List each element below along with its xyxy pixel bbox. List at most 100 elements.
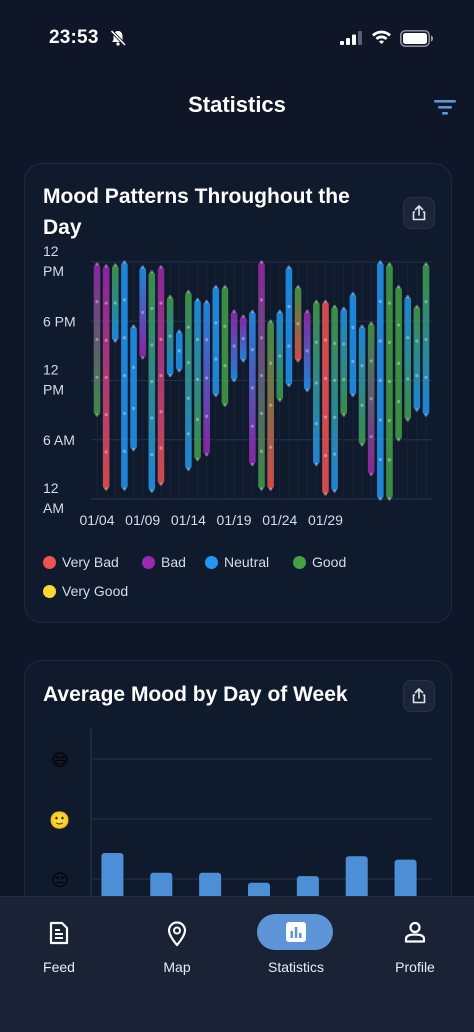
mood-entry-point — [195, 417, 200, 422]
y-tick-label: AM — [43, 500, 64, 516]
mood-entry-point — [177, 349, 181, 353]
nav-label-profile: Profile — [395, 959, 435, 975]
mood-entry-point — [305, 388, 309, 392]
legend-label: Very Bad — [62, 554, 119, 570]
mood-patterns-chart: 12 PM 6 PM 12 PM 6 AM 12 AM 01/04 01/09 01/14 01/19… — [43, 243, 432, 528]
mood-entry-point — [314, 381, 318, 385]
mood-entry-point — [232, 309, 236, 313]
mood-entry-point — [95, 262, 99, 266]
mood-entry-point — [406, 377, 410, 381]
nav-label-statistics: Statistics — [267, 959, 324, 975]
average-mood-share-button[interactable] — [403, 680, 435, 712]
mood-day-bar — [239, 316, 247, 361]
mood-entry-point — [287, 344, 291, 348]
mood-entry-point — [259, 298, 264, 302]
mood-entry-point — [214, 393, 218, 397]
nav-item-profile[interactable]: Profile — [356, 897, 474, 987]
mood-entry-point — [396, 438, 401, 442]
mood-entry-point — [250, 462, 254, 467]
mood-day-bar — [340, 308, 348, 416]
mood-day-bar — [377, 262, 384, 499]
mood-patterns-share-button[interactable] — [403, 197, 435, 229]
mood-entry-point — [177, 369, 181, 373]
mood-entry-point — [406, 294, 410, 299]
mood-entry-point — [95, 375, 99, 379]
mood-day-bar — [230, 311, 238, 381]
mood-entry-point — [259, 487, 264, 491]
mood-entry-point — [186, 467, 190, 471]
mood-entry-point — [195, 337, 200, 342]
mood-entry-point — [287, 304, 291, 309]
mood-entry-point — [223, 285, 227, 289]
mood-entry-point — [360, 324, 364, 328]
mood-entry-point — [195, 377, 200, 382]
mood-day-bar — [294, 286, 302, 361]
mood-entry-point — [323, 492, 328, 496]
mood-day-bar — [157, 266, 165, 485]
filter-button[interactable] — [430, 94, 460, 120]
mood-entry-point — [287, 265, 291, 269]
nav-item-map[interactable]: Map — [118, 897, 236, 987]
cellular-signal-icon — [340, 31, 362, 45]
mood-entry-point — [250, 386, 254, 390]
mood-entry-point — [424, 413, 428, 417]
mood-day-bar — [148, 271, 156, 492]
mood-day-bar — [349, 293, 357, 396]
mood-patterns-card: Mood Patterns Throughout the Day 12 PM 6 P… — [24, 163, 452, 623]
mood-entry-point — [250, 309, 254, 313]
mood-entry-point — [342, 306, 346, 311]
mood-entry-point — [131, 324, 136, 328]
mood-entry-point — [122, 260, 127, 264]
legend-item-good: Good — [293, 554, 346, 570]
nav-item-feed[interactable]: Feed — [0, 897, 118, 987]
mood-entry-point — [406, 418, 410, 422]
mood-entry-point — [278, 309, 282, 313]
mood-entry-point — [369, 397, 373, 401]
mood-entry-point — [241, 336, 245, 341]
y-tick-label: 6 PM — [43, 313, 76, 329]
mood-day-bar — [166, 296, 174, 376]
mood-entry-point — [369, 472, 373, 476]
mood-entry-point — [95, 413, 99, 417]
mood-entry-point — [323, 338, 328, 342]
mood-entry-point — [104, 450, 108, 454]
mood-entry-point — [214, 357, 218, 361]
mood-entry-point — [269, 361, 273, 365]
mood-entry-point — [159, 337, 163, 341]
mood-entry-point — [387, 497, 392, 501]
mood-entry-point — [351, 393, 355, 397]
mood-entry-point — [214, 321, 218, 325]
mood-entry-point — [113, 263, 117, 267]
mood-entry-point — [205, 338, 209, 342]
feed-icon — [49, 921, 69, 945]
mood-day-bar — [194, 299, 201, 460]
mood-entry-point — [159, 265, 163, 269]
mood-entry-point — [278, 398, 282, 402]
mood-day-bar — [322, 301, 329, 495]
mood-entry-point — [406, 336, 410, 340]
mood-entry-point — [333, 415, 337, 419]
mood-entry-point — [396, 323, 401, 327]
mood-entry-point — [168, 334, 172, 338]
mood-day-bar — [303, 311, 311, 391]
mood-entry-point — [104, 264, 108, 268]
mood-entry-point — [296, 322, 300, 326]
mood-entry-point — [387, 458, 392, 462]
legend-label: Neutral — [224, 554, 270, 570]
mood-day-bar — [413, 306, 421, 411]
mood-entry-point — [369, 359, 373, 363]
legend-label: Very Good — [62, 583, 129, 599]
nav-item-statistics[interactable]: Statistics — [237, 897, 355, 987]
page-title: Statistics — [188, 92, 286, 117]
mood-entry-point — [223, 324, 227, 328]
mood-entry-point — [232, 344, 236, 348]
profile-icon — [404, 921, 426, 943]
mood-entry-point — [333, 341, 337, 345]
mood-entry-point — [378, 418, 382, 422]
mood-entry-point — [141, 265, 145, 269]
mood-entry-point — [104, 338, 108, 342]
mood-entry-point — [369, 321, 373, 325]
mood-entry-point — [396, 285, 401, 289]
mood-entry-point — [232, 378, 236, 383]
mood-entry-point — [287, 383, 291, 388]
